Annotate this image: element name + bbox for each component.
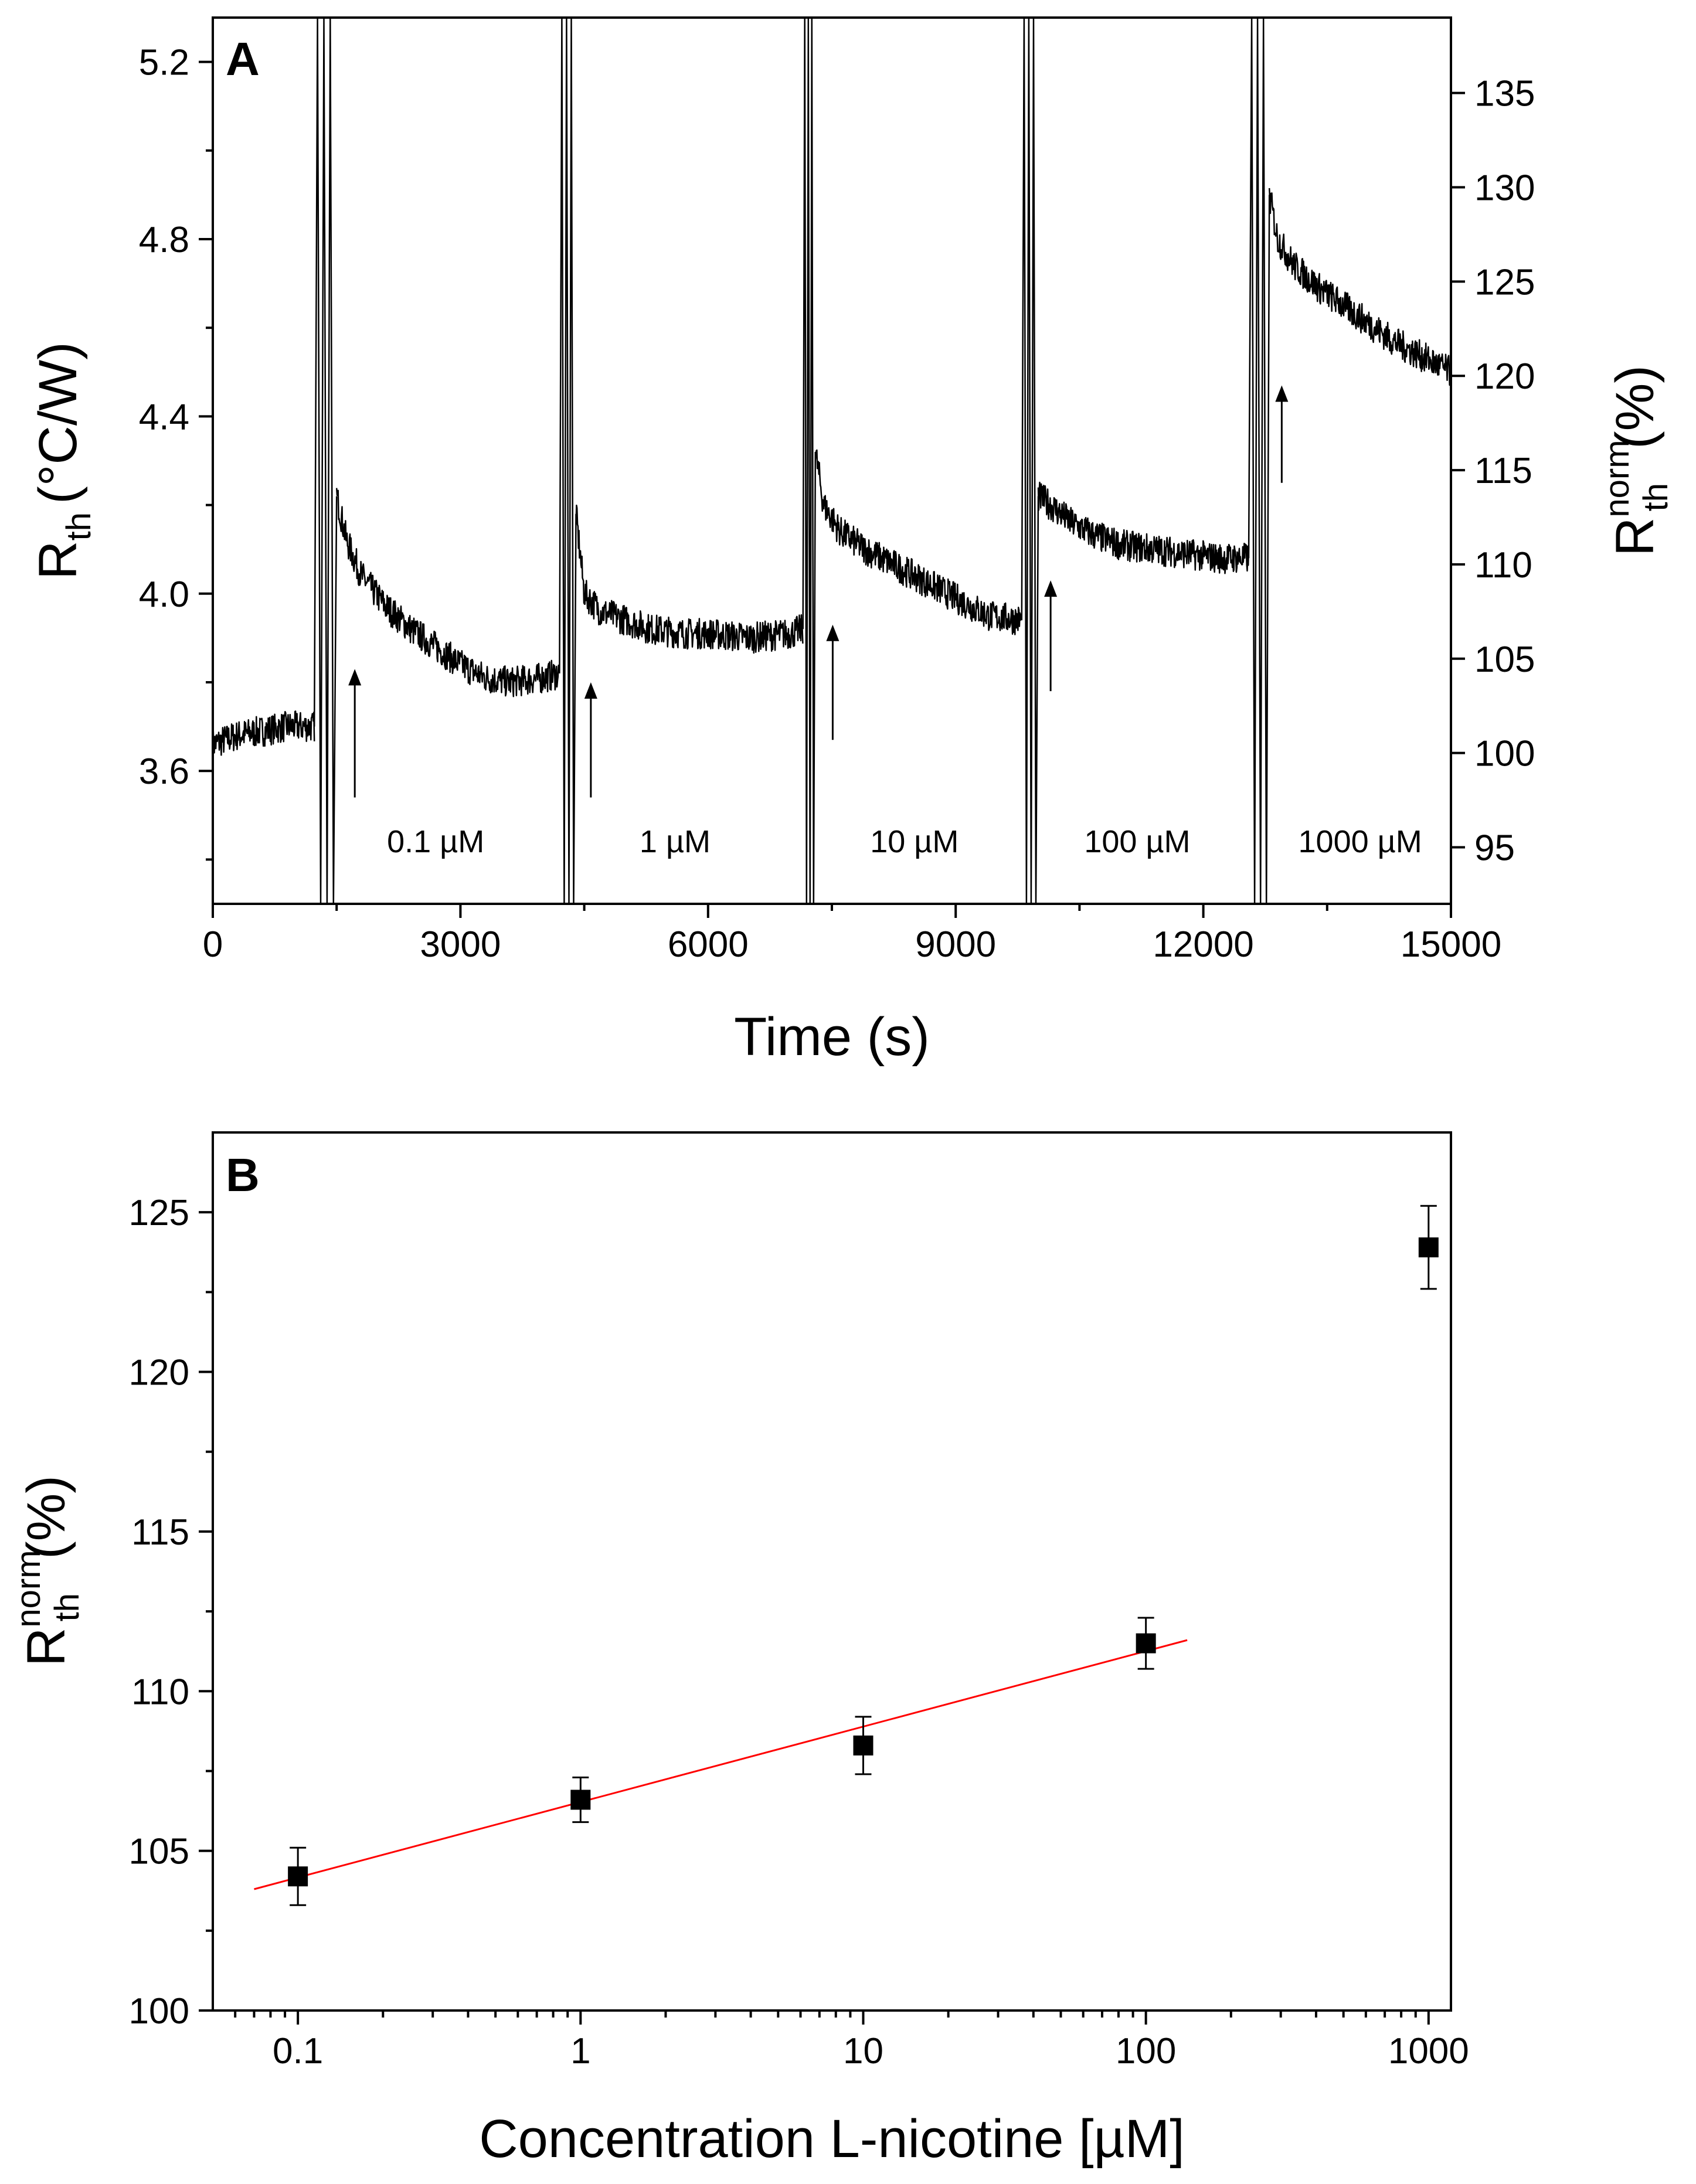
panel-b-y-title-sup: norm xyxy=(9,1550,47,1627)
y-tick-label: 4.0 xyxy=(139,574,189,615)
panel-a-arrows xyxy=(348,385,1289,798)
y2-tick-label: 130 xyxy=(1474,168,1535,209)
x-tick-label: 9000 xyxy=(915,924,996,965)
y2-tick-label: 110 xyxy=(1474,545,1532,586)
concentration-label: 1000 µM xyxy=(1299,824,1422,859)
injection-spike xyxy=(313,16,338,905)
panel-a-y2-axis-title: Rnormth (%) xyxy=(1598,365,1675,556)
panel-b-y-axis-title: Rnormth (%) xyxy=(9,1475,86,1666)
x-tick-label: 12000 xyxy=(1153,924,1253,965)
arrow-head xyxy=(826,624,839,641)
panel-a-y2-title-sub: th xyxy=(1637,483,1675,511)
x-tick-label: 1000 xyxy=(1388,2031,1469,2071)
panel-b-points xyxy=(288,1205,1439,1906)
y-tick-label: 4.8 xyxy=(139,220,189,260)
panel-b-y-title-sub: th xyxy=(48,1593,86,1621)
concentration-label: 0.1 µM xyxy=(387,824,484,859)
concentration-label: 100 µM xyxy=(1084,824,1190,859)
x-tick-label: 3000 xyxy=(420,924,501,965)
y-tick-label: 3.6 xyxy=(139,751,189,792)
data-point xyxy=(288,1866,308,1887)
trace-segment xyxy=(1037,481,1250,574)
panel-b-fit xyxy=(254,1639,1188,1890)
x-tick-label: 1 xyxy=(570,2031,590,2071)
panel-a-y-ticks: 3.6 4.0 4.4 4.8 5.2 xyxy=(139,43,213,861)
panel-a-y-title-unit: (°C/W) xyxy=(28,342,88,504)
concentration-label: 10 µM xyxy=(870,824,959,859)
x-tick-label: 10 xyxy=(843,2031,883,2071)
y2-tick-label: 105 xyxy=(1474,639,1535,680)
y-tick-label: 5.2 xyxy=(139,43,189,83)
fit-line xyxy=(254,1639,1188,1890)
panel-b-letter: B xyxy=(226,1149,260,1201)
y-tick-label: 120 xyxy=(129,1353,189,1393)
x-tick-label: 100 xyxy=(1116,2031,1176,2071)
panel-a-x-axis-title: Time (s) xyxy=(734,1007,930,1067)
y-tick-label: 100 xyxy=(129,1991,189,2032)
panel-a-x-ticks: 0 3000 6000 9000 12000 15000 xyxy=(203,904,1501,965)
panel-a-y2-title-sup: norm xyxy=(1598,440,1636,517)
y-tick-label: 110 xyxy=(131,1672,189,1712)
data-point xyxy=(570,1790,591,1810)
trace-segment xyxy=(575,504,804,654)
trace-segment xyxy=(1268,188,1452,386)
data-point xyxy=(1136,1633,1156,1654)
x-tick-label: 0.1 xyxy=(273,2031,323,2071)
panel-b-plot-frame xyxy=(212,1131,1452,2012)
panel-a-annotations: 0.1 µM 1 µM 10 µM 100 µM 1000 µM xyxy=(387,824,1422,859)
data-point xyxy=(853,1735,874,1756)
injection-spike xyxy=(802,16,817,905)
y-tick-label: 105 xyxy=(129,1832,189,1872)
concentration-label: 1 µM xyxy=(640,824,711,859)
injection-spike xyxy=(1021,16,1039,905)
svg-text:Rnormth(%): Rnormth (%) xyxy=(1598,365,1675,556)
y2-tick-label: 120 xyxy=(1474,356,1535,397)
arrow-head xyxy=(584,682,597,699)
y2-tick-label: 115 xyxy=(1474,451,1532,491)
panel-a-y2-title-main: R xyxy=(1605,518,1665,556)
panel-a-y-title-sub: th xyxy=(60,512,98,540)
panel-a-chart: A 0 3000 6000 9000 12000 15000 3.6 4.0 4.4 4.8 5.… xyxy=(28,16,1675,1067)
y2-tick-label: 100 xyxy=(1474,734,1535,774)
panel-a-y2-title-unit: (%) xyxy=(1605,365,1665,449)
arrow-head xyxy=(348,669,362,686)
panel-a-y2-ticks: 95 100 105 110 115 120 125 130 135 xyxy=(1451,74,1535,868)
trace-segment xyxy=(814,449,1022,635)
y-tick-label: 125 xyxy=(129,1193,189,1233)
trace-segment xyxy=(335,488,560,698)
y-tick-label: 115 xyxy=(131,1512,189,1553)
panel-b-y-title-main: R xyxy=(16,1628,76,1666)
svg-text:Rth(°C/W): Rth (°C/W) xyxy=(28,342,98,580)
y-tick-label: 4.4 xyxy=(139,397,189,437)
injection-spike xyxy=(1248,16,1270,905)
panel-b-x-ticks: 0.1 1 10 100 1000 xyxy=(234,2010,1469,2071)
trace-segment xyxy=(212,710,315,760)
panel-a-y-axis-title: Rth (°C/W) xyxy=(28,342,98,580)
panel-a-y-title-main: R xyxy=(28,540,88,579)
y2-tick-label: 125 xyxy=(1474,262,1535,302)
panel-b-x-axis-title: Concentration L-nicotine [µM] xyxy=(479,2109,1185,2169)
arrow-head xyxy=(1044,580,1058,597)
svg-text:Rnormth(%): Rnormth (%) xyxy=(9,1475,86,1666)
y2-tick-label: 95 xyxy=(1474,828,1515,868)
arrow-head xyxy=(1275,385,1289,402)
x-tick-label: 6000 xyxy=(668,924,749,965)
data-point xyxy=(1418,1237,1439,1258)
y2-tick-label: 135 xyxy=(1474,74,1535,114)
x-tick-label: 0 xyxy=(203,924,223,965)
panel-a-traces xyxy=(212,16,1452,905)
x-tick-label: 15000 xyxy=(1401,924,1501,965)
panel-a-letter: A xyxy=(226,33,260,85)
injection-spike xyxy=(559,16,577,905)
panel-b-y-title-unit: (%) xyxy=(16,1475,76,1559)
panel-b-y-ticks: 100 105 110 115 120 125 xyxy=(129,1193,213,2032)
